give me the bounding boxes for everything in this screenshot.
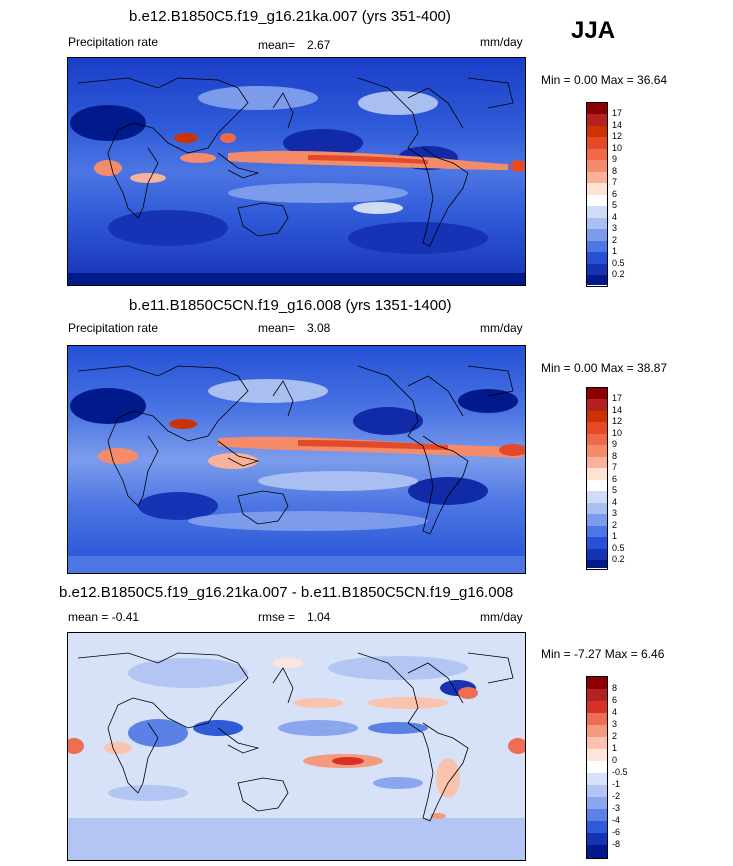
coastlines	[77, 652, 514, 822]
colorbar-tick: 2	[612, 731, 618, 741]
panel2-colorbar	[586, 387, 608, 570]
colorbar-tick: 0	[612, 755, 618, 765]
panel1-units: mm/day	[480, 35, 523, 49]
colorbar-tick: 3	[612, 223, 618, 233]
colorbar-tick: 8	[612, 166, 618, 176]
panel1-colorbar	[586, 102, 608, 287]
colorbar-tick: 3	[612, 719, 618, 729]
panel3-rmse-value: 1.04	[307, 610, 331, 624]
colorbar-tick: -1	[612, 779, 621, 789]
colorbar-tick: 14	[612, 405, 623, 415]
colorbar-tick: -4	[612, 815, 621, 825]
panel1-precip-map	[67, 57, 526, 286]
colorbar-tick: 8	[612, 683, 618, 693]
panel1-mean-label: mean=	[258, 38, 296, 52]
panel2-precip-map	[67, 345, 526, 574]
coastlines	[77, 365, 514, 535]
colorbar-tick: 2	[612, 520, 618, 530]
colorbar-tick: 9	[612, 154, 618, 164]
dry-region	[70, 105, 146, 141]
colorbar-tick: 6	[612, 695, 618, 705]
panel3-min-max: Min = -7.27 Max = 6.46	[541, 647, 665, 661]
colorbar-tick: 1	[612, 246, 618, 256]
panel1-mean-value: 2.67	[307, 38, 331, 52]
panel3-title: b.e12.B1850C5.f19_g16.21ka.007 - b.e11.B…	[59, 584, 514, 601]
season-label: JJA	[571, 17, 616, 44]
panel1-min-max: Min = 0.00 Max = 36.64	[541, 73, 668, 87]
panel3-mean-label: mean = -0.41	[68, 610, 140, 624]
colorbar-tick: 7	[612, 462, 618, 472]
colorbar-tick: 1	[612, 743, 618, 753]
colorbar-tick: 4	[612, 497, 618, 507]
colorbar-tick: -0.5	[612, 767, 628, 777]
colorbar-tick: 17	[612, 108, 623, 118]
panel1-map-graphic	[68, 58, 525, 285]
colorbar-tick: 0.2	[612, 554, 625, 564]
colorbar-tick: 10	[612, 428, 623, 438]
colorbar-tick: 5	[612, 485, 618, 495]
colorbar-tick: 12	[612, 131, 623, 141]
colorbar-tick: 5	[612, 200, 618, 210]
colorbar-tick: 0.2	[612, 269, 625, 279]
panel1-title: b.e12.B1850C5.f19_g16.21ka.007 (yrs 351-…	[129, 8, 451, 25]
panel2-variable-label: Precipitation rate	[68, 321, 159, 335]
colorbar-tick: 6	[612, 189, 618, 199]
colorbar-tick: 9	[612, 439, 618, 449]
coastlines	[77, 77, 514, 247]
colorbar-tick: 14	[612, 120, 623, 130]
colorbar-tick: 8	[612, 451, 618, 461]
panel2-min-max: Min = 0.00 Max = 38.87	[541, 361, 668, 375]
panel3-units: mm/day	[480, 610, 523, 624]
colorbar-tick: 10	[612, 143, 623, 153]
panel2-map-graphic	[68, 346, 525, 573]
colorbar-tick: -8	[612, 839, 621, 849]
colorbar-tick: 12	[612, 416, 623, 426]
panel3-colorbar	[586, 676, 608, 859]
colorbar-tick: 4	[612, 212, 618, 222]
colorbar-tick: 2	[612, 235, 618, 245]
panel3-difference-map	[67, 632, 526, 861]
colorbar-tick: 0.5	[612, 543, 625, 553]
colorbar-tick: 7	[612, 177, 618, 187]
colorbar-tick: 3	[612, 508, 618, 518]
colorbar-tick: -6	[612, 827, 621, 837]
panel2-units: mm/day	[480, 321, 523, 335]
panel2-mean-label: mean=	[258, 321, 296, 335]
panel3-rmse-label: rmse =	[258, 610, 296, 624]
colorbar-tick: -3	[612, 803, 621, 813]
panel2-mean-value: 3.08	[307, 321, 331, 335]
colorbar-tick: 17	[612, 393, 623, 403]
colorbar-tick: 6	[612, 474, 618, 484]
colorbar-tick: 4	[612, 707, 618, 717]
panel1-variable-label: Precipitation rate	[68, 35, 159, 49]
colorbar-tick: -2	[612, 791, 621, 801]
panel3-map-graphic	[68, 633, 525, 860]
colorbar-tick: 1	[612, 531, 618, 541]
panel2-title: b.e11.B1850C5CN.f19_g16.008 (yrs 1351-14…	[129, 297, 452, 314]
colorbar-tick: 0.5	[612, 258, 625, 268]
